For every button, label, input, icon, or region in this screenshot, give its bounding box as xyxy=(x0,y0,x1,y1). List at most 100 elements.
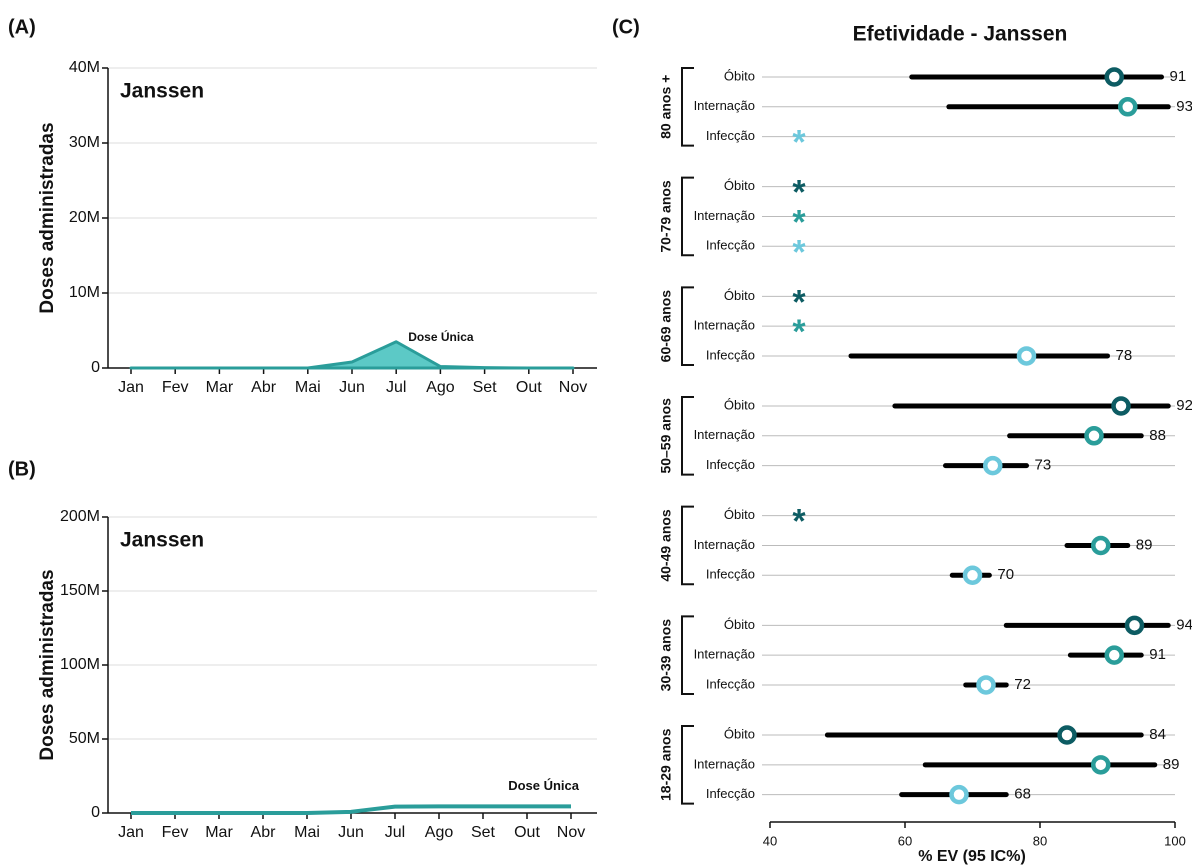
x-tick-label: Jun xyxy=(338,824,364,841)
point-estimate xyxy=(1016,346,1037,366)
value-label: 89 xyxy=(1136,536,1153,553)
x-tick-label: Fev xyxy=(162,379,189,396)
value-label: 73 xyxy=(1035,457,1052,474)
x-tick-label: Ago xyxy=(425,824,454,841)
point-estimate xyxy=(1084,426,1104,446)
x-tick-label: Mar xyxy=(206,379,234,396)
y-tick-label: 20M xyxy=(69,209,100,226)
value-label: 91 xyxy=(1170,68,1187,85)
outcome-label: Infecção xyxy=(706,238,755,253)
missing-marker: * xyxy=(792,503,806,541)
y-axis-label: Doses administradas xyxy=(37,569,58,760)
x-tick-label: Nov xyxy=(559,379,587,396)
chart-title: Janssen xyxy=(120,529,204,552)
chart-title: Janssen xyxy=(120,80,204,103)
x-tick-label: Mai xyxy=(294,824,320,841)
outcome-label: Internação xyxy=(694,98,755,113)
x-tick-label: Mar xyxy=(205,824,233,841)
outcome-label: Infecção xyxy=(706,567,755,582)
value-label: 94 xyxy=(1176,616,1192,633)
outcome-label: Óbito xyxy=(724,507,755,522)
x-tick-label: Set xyxy=(471,824,496,841)
y-tick-label: 40M xyxy=(69,59,100,76)
y-tick-label: 150M xyxy=(60,582,100,599)
outcome-label: Internação xyxy=(694,208,755,223)
x-tick-label: Jul xyxy=(385,824,405,841)
group-bracket xyxy=(681,725,694,805)
outcome-label: Internação xyxy=(694,537,755,552)
series-label: Dose Única xyxy=(508,778,580,793)
group-label: 50–59 anos xyxy=(658,398,674,474)
outcome-label: Internação xyxy=(694,647,755,662)
group-bracket xyxy=(681,615,694,695)
point-estimate xyxy=(1091,755,1111,775)
outcome-label: Infecção xyxy=(706,347,755,362)
outcome-label: Óbito xyxy=(724,288,755,303)
value-label: 93 xyxy=(1176,98,1192,115)
outcome-label: Infecção xyxy=(706,128,755,143)
point-estimate xyxy=(1104,645,1124,665)
x-tick-label: Ago xyxy=(426,379,455,396)
y-axis-label: Doses administradas xyxy=(37,122,58,313)
point-estimate xyxy=(976,675,996,695)
group-bracket xyxy=(681,67,694,147)
y-tick-label: 10M xyxy=(69,284,100,301)
x-tick-label: 40 xyxy=(763,833,777,848)
missing-marker: * xyxy=(792,174,806,212)
x-tick-label: Mai xyxy=(295,379,321,396)
group-bracket xyxy=(681,286,694,366)
y-tick-label: 200M xyxy=(60,508,100,525)
value-label: 91 xyxy=(1149,646,1166,663)
x-tick-label: Jan xyxy=(118,824,144,841)
point-estimate xyxy=(1057,725,1077,745)
value-label: 78 xyxy=(1116,347,1133,364)
panel-label: (B) xyxy=(8,458,36,480)
value-label: 70 xyxy=(997,566,1014,583)
value-label: 68 xyxy=(1014,786,1031,803)
point-estimate xyxy=(1111,396,1131,416)
outcome-label: Óbito xyxy=(724,397,755,412)
group-bracket xyxy=(681,176,694,257)
y-tick-label: 0 xyxy=(91,804,100,821)
x-tick-label: Jul xyxy=(386,379,406,396)
x-tick-label: Out xyxy=(514,824,540,841)
x-tick-label: Abr xyxy=(251,824,277,841)
outcome-label: Infecção xyxy=(706,457,755,472)
value-label: 84 xyxy=(1149,726,1166,743)
outcome-label: Internação xyxy=(694,427,755,442)
missing-marker: * xyxy=(792,313,806,351)
point-estimate xyxy=(1091,535,1111,556)
point-estimate xyxy=(1118,97,1138,117)
area xyxy=(129,340,575,370)
x-tick-label: Jan xyxy=(118,379,144,396)
x-tick-label: 100 xyxy=(1164,833,1186,848)
group-label: 80 anos + xyxy=(658,75,674,139)
x-tick-label: Nov xyxy=(557,824,585,841)
outcome-label: Internação xyxy=(694,756,755,771)
group-label: 18-29 anos xyxy=(658,728,674,801)
x-tick-label: Jun xyxy=(339,379,365,396)
x-tick-label: Fev xyxy=(162,824,189,841)
y-tick-label: 100M xyxy=(60,656,100,673)
line xyxy=(131,804,571,815)
group-label: 70-79 anos xyxy=(658,180,674,253)
x-tick-label: Out xyxy=(516,379,542,396)
x-tick-label: Abr xyxy=(251,379,277,396)
missing-marker: * xyxy=(792,203,806,241)
outcome-label: Óbito xyxy=(724,68,755,83)
value-label: 92 xyxy=(1176,397,1192,414)
group-label: 30-39 anos xyxy=(658,619,674,692)
missing-marker: * xyxy=(792,283,806,321)
x-tick-label: Set xyxy=(473,379,498,396)
missing-marker: * xyxy=(792,124,806,162)
value-label: 89 xyxy=(1163,756,1180,773)
y-tick-label: 0 xyxy=(91,359,100,376)
point-estimate xyxy=(949,784,969,805)
panel-label: (A) xyxy=(8,16,36,38)
y-tick-label: 30M xyxy=(69,134,100,151)
panel-label: (C) xyxy=(612,16,640,38)
value-label: 72 xyxy=(1014,676,1031,693)
point-estimate xyxy=(983,455,1003,476)
outcome-label: Óbito xyxy=(724,726,755,741)
